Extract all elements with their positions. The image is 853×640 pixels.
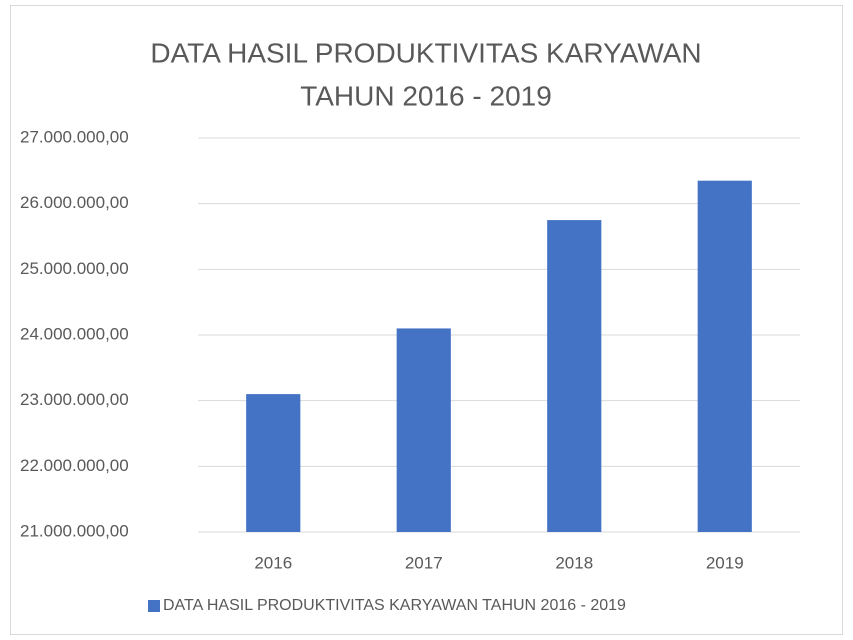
x-tick-label: 2019 (706, 553, 744, 572)
y-tick-label: 26.000.000,00 (20, 193, 129, 212)
x-tick-label: 2018 (555, 553, 593, 572)
chart-title: DATA HASIL PRODUKTIVITAS KARYAWAN (150, 37, 701, 68)
bar (396, 328, 451, 532)
bar (246, 394, 301, 532)
legend-label: DATA HASIL PRODUKTIVITAS KARYAWAN TAHUN … (163, 597, 626, 614)
y-tick-label: 22.000.000,00 (20, 456, 129, 475)
y-tick-label: 24.000.000,00 (20, 324, 129, 343)
chart-title: TAHUN 2016 - 2019 (300, 80, 552, 111)
bar (697, 180, 752, 532)
x-tick-label: 2016 (254, 553, 292, 572)
y-tick-label: 27.000.000,00 (20, 127, 129, 146)
y-tick-label: 21.000.000,00 (20, 521, 129, 540)
bar (547, 220, 602, 533)
legend-swatch (148, 600, 160, 612)
y-tick-label: 23.000.000,00 (20, 390, 129, 409)
y-tick-label: 25.000.000,00 (20, 259, 129, 278)
x-tick-label: 2017 (405, 553, 443, 572)
